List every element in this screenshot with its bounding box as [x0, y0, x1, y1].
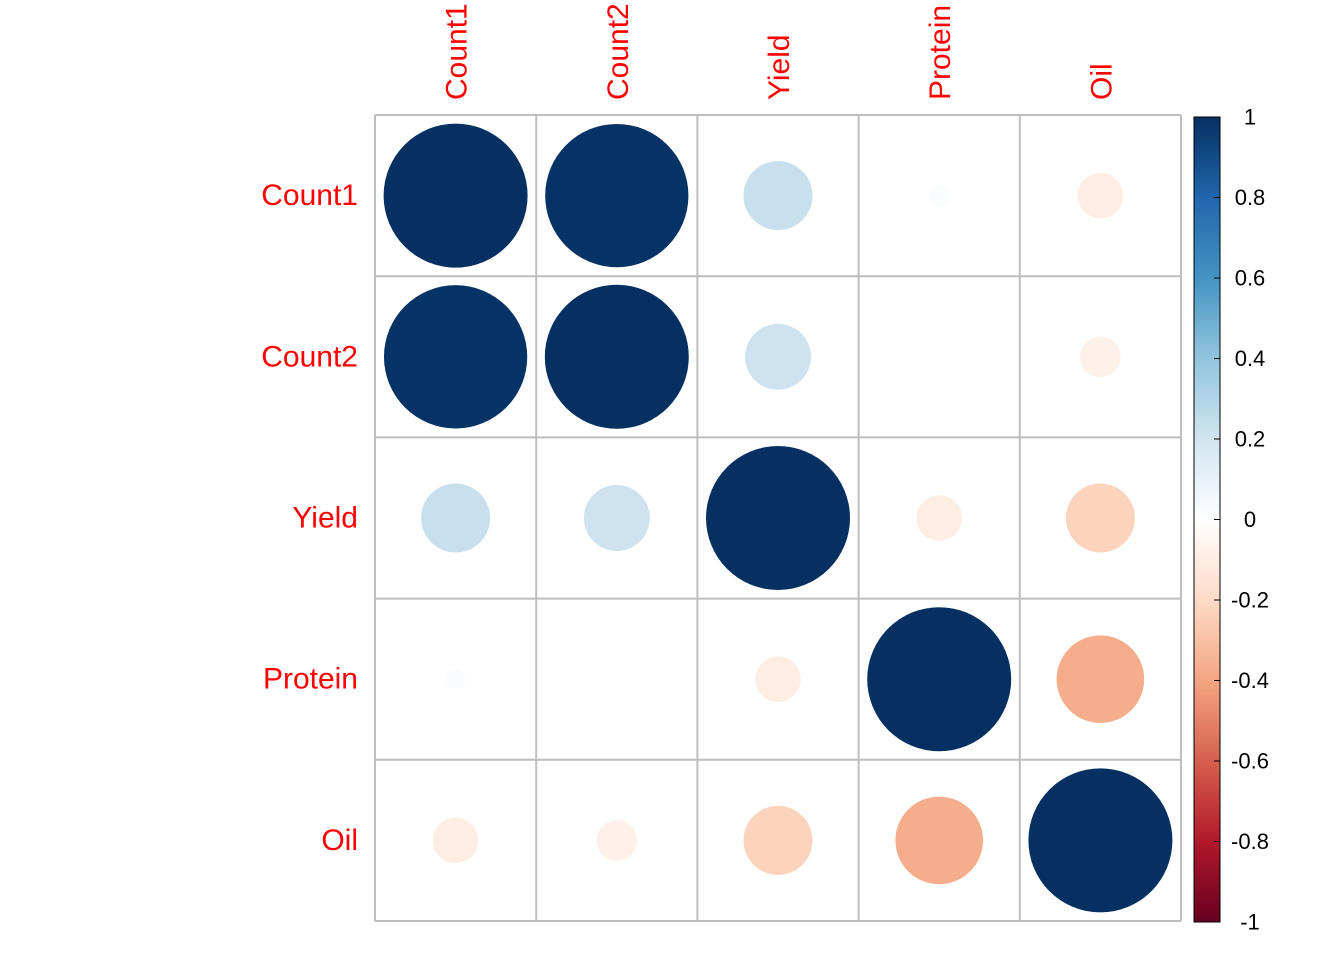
- column-label-count2: Count2: [602, 3, 635, 100]
- corr-circle-oil-count1: [432, 817, 479, 864]
- colorbar-tick-label: -1: [1240, 910, 1260, 935]
- colorbar-tick-label: 0: [1244, 507, 1256, 532]
- corr-circle-oil-protein: [895, 796, 983, 885]
- corr-circle-oil-yield: [743, 805, 813, 875]
- corr-circle-oil-oil: [1028, 768, 1173, 913]
- corr-circle-count1-protein: [929, 185, 950, 206]
- colorbar-tick-label: -0.4: [1231, 668, 1269, 693]
- column-label-yield: Yield: [763, 34, 796, 100]
- corr-circle-yield-yield: [706, 446, 850, 590]
- variable-labels: Count1 Count1 Count2 Count2 Yield Yield Protei…: [261, 3, 1118, 857]
- corr-circle-protein-oil: [1056, 635, 1145, 723]
- colorbar-tick-label: -0.8: [1231, 829, 1269, 854]
- corr-circle-count1-count1: [383, 123, 528, 268]
- row-label-yield: Yield: [292, 502, 358, 535]
- corr-circle-yield-oil: [1065, 483, 1135, 553]
- column-label-protein: Protein: [924, 5, 957, 100]
- corr-circle-protein-count1: [445, 669, 466, 690]
- colorbar-tick-label: 0.6: [1235, 266, 1266, 291]
- corr-circle-yield-protein: [916, 495, 962, 541]
- corr-circle-count1-count2: [545, 123, 689, 268]
- corr-circle-yield-count1: [421, 483, 491, 553]
- correlation-circles: [383, 123, 1173, 913]
- matrix-grid: [374, 114, 1182, 922]
- column-label-count1: Count1: [441, 3, 474, 100]
- corr-circle-count1-yield: [743, 161, 813, 231]
- corr-circle-oil-count2: [596, 820, 638, 861]
- colorbar-tick-label: 0.8: [1235, 185, 1266, 210]
- corr-circle-protein-protein: [867, 607, 1012, 752]
- row-label-protein: Protein: [263, 663, 358, 696]
- colorbar-tick-label: 1: [1244, 105, 1256, 130]
- corr-circle-count2-count2: [544, 284, 689, 429]
- corr-circle-count1-oil: [1077, 172, 1124, 219]
- corr-circle-count2-yield: [745, 323, 811, 390]
- corr-circle-count2-oil: [1080, 336, 1121, 378]
- row-label-count1: Count1: [261, 179, 358, 212]
- corr-circle-protein-yield: [755, 656, 801, 702]
- corr-circle-count2-count1: [383, 285, 528, 429]
- colorbar-tick-label: 0.2: [1235, 427, 1266, 452]
- colorbar-tick-label: 0.4: [1235, 346, 1266, 371]
- colorbar-tick-label: -0.2: [1231, 588, 1269, 613]
- row-label-count2: Count2: [261, 340, 358, 373]
- colorbar: 1 0.8 0.6 0.4 0.2 0 -0.2 -0.4 -0.6 -0.8 -1: [1193, 105, 1269, 935]
- row-label-oil: Oil: [321, 824, 358, 857]
- column-label-oil: Oil: [1085, 63, 1118, 100]
- corr-circle-yield-count2: [583, 485, 650, 551]
- colorbar-tick-label: -0.6: [1231, 749, 1269, 774]
